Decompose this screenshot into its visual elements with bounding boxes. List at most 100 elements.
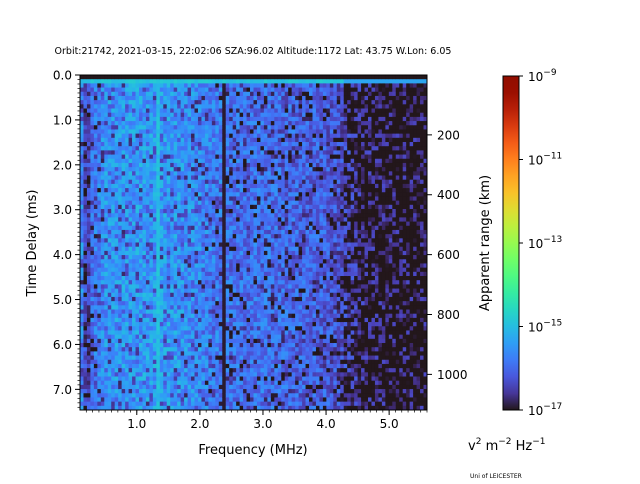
heatmap-cell	[263, 313, 268, 319]
heatmap-cell	[114, 313, 119, 319]
heatmap-cell	[177, 192, 182, 197]
heatmap-cell	[97, 246, 102, 252]
heatmap-cell	[236, 276, 241, 281]
heatmap-cell	[211, 259, 216, 264]
heatmap-cell	[125, 83, 129, 88]
heatmap-cell	[239, 116, 244, 122]
heatmap-cell	[243, 255, 247, 260]
heatmap-cell	[288, 142, 293, 147]
heatmap-cell	[163, 401, 168, 407]
heatmap-cell	[100, 338, 105, 344]
heatmap-cell	[229, 167, 234, 172]
heatmap-cell	[93, 112, 98, 118]
heatmap-cell	[145, 326, 150, 331]
heatmap-cell	[132, 384, 136, 390]
heatmap-cell	[277, 284, 282, 289]
heatmap-cell	[86, 79, 91, 84]
heatmap-cell	[191, 242, 195, 248]
heatmap-cell	[222, 347, 227, 352]
heatmap-cell	[270, 255, 275, 260]
heatmap-cell	[253, 104, 258, 109]
heatmap-cell	[204, 338, 209, 344]
heatmap-cell	[243, 108, 247, 114]
heatmap-cell	[184, 221, 188, 227]
heatmap-cell	[156, 142, 161, 147]
heatmap-cell	[80, 95, 84, 101]
heatmap-cell	[284, 87, 289, 93]
heatmap-cell	[170, 271, 175, 277]
heatmap-cell	[86, 372, 91, 377]
heatmap-cell	[93, 305, 98, 310]
heatmap-cell	[97, 108, 102, 114]
heatmap-cell	[270, 280, 275, 285]
heatmap-cell	[111, 393, 116, 398]
heatmap-cell	[270, 95, 275, 101]
heatmap-cell	[149, 188, 154, 193]
heatmap-cell	[166, 200, 171, 206]
heatmap-cell	[201, 83, 206, 88]
heatmap-cell	[260, 242, 265, 248]
heatmap-cell	[236, 196, 241, 202]
heatmap-cell	[90, 301, 95, 306]
heatmap-cell	[125, 384, 129, 390]
heatmap-cell	[86, 309, 91, 315]
heatmap-cell	[142, 288, 147, 294]
heatmap-cell	[253, 238, 258, 243]
heatmap-cell	[107, 330, 112, 336]
heatmap-cell	[159, 363, 164, 369]
heatmap-cell	[281, 150, 286, 155]
heatmap-cell	[86, 167, 91, 172]
heatmap-cell	[132, 221, 136, 227]
heatmap-cell	[142, 313, 147, 319]
heatmap-cell	[170, 351, 175, 356]
heatmap-cell	[121, 405, 126, 411]
heatmap-cell	[149, 330, 154, 336]
heatmap-cell	[236, 192, 241, 197]
heatmap-cell	[229, 209, 234, 214]
heatmap-cell	[156, 125, 161, 130]
heatmap-cell	[114, 91, 119, 97]
heatmap-cell	[166, 142, 171, 147]
heatmap-cell	[128, 343, 133, 348]
heatmap-cell	[142, 238, 147, 243]
heatmap-cell	[222, 146, 227, 151]
heatmap-cell	[260, 125, 265, 130]
heatmap-cell	[201, 95, 206, 101]
heatmap-cell	[177, 221, 182, 227]
heatmap-cell	[270, 380, 275, 386]
heatmap-cell	[145, 276, 150, 281]
heatmap-cell	[159, 347, 164, 352]
heatmap-cell	[204, 305, 209, 310]
heatmap-cell	[135, 100, 140, 105]
heatmap-cell	[246, 209, 251, 214]
heatmap-cell	[201, 179, 206, 185]
heatmap-cell	[260, 79, 265, 84]
heatmap-cell	[107, 301, 112, 306]
heatmap-cell	[184, 179, 188, 185]
heatmap-cell	[222, 183, 227, 189]
heatmap-cell	[128, 154, 133, 160]
heatmap-cell	[281, 209, 286, 214]
heatmap-cell	[218, 167, 223, 172]
heatmap-cell	[246, 192, 251, 197]
heatmap-cell	[281, 288, 286, 294]
heatmap-cell	[86, 125, 91, 130]
heatmap-cell	[236, 309, 241, 315]
heatmap-cell	[97, 192, 102, 197]
heatmap-cell	[132, 397, 136, 403]
heatmap-cell	[243, 242, 247, 248]
heatmap-cell	[243, 116, 247, 122]
heatmap-cell	[83, 204, 88, 210]
heatmap-cell	[97, 263, 102, 269]
heatmap-cell	[156, 301, 161, 306]
heatmap-cell	[104, 376, 109, 382]
heatmap-cell	[114, 229, 119, 235]
heatmap-cell	[236, 393, 241, 398]
heatmap-cell	[191, 351, 195, 356]
heatmap-cell	[104, 217, 109, 222]
heatmap-cell	[121, 317, 126, 323]
heatmap-cell	[97, 401, 102, 407]
heatmap-cell	[201, 142, 206, 147]
heatmap-cell	[211, 343, 216, 348]
heatmap-cell	[194, 405, 199, 411]
